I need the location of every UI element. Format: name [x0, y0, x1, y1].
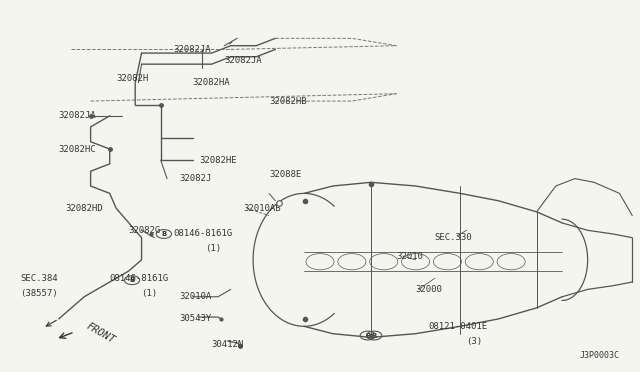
- Text: 32082HB: 32082HB: [269, 97, 307, 106]
- Text: (1): (1): [205, 244, 221, 253]
- Text: 32082H: 32082H: [116, 74, 148, 83]
- Text: 32010AB: 32010AB: [244, 203, 281, 213]
- Text: FRONT: FRONT: [84, 321, 116, 346]
- Text: 08121-0401E: 08121-0401E: [428, 322, 488, 331]
- Text: (38557): (38557): [20, 289, 58, 298]
- Text: (3): (3): [467, 337, 483, 346]
- Text: 32082J: 32082J: [180, 174, 212, 183]
- Text: 30412N: 30412N: [212, 340, 244, 349]
- Text: 32082HA: 32082HA: [193, 78, 230, 87]
- Text: SEC.384: SEC.384: [20, 274, 58, 283]
- Text: 08146-8161G: 08146-8161G: [173, 230, 232, 238]
- Text: J3P0003C: J3P0003C: [579, 350, 620, 359]
- Text: SEC.330: SEC.330: [435, 233, 472, 242]
- Text: 32010A: 32010A: [180, 292, 212, 301]
- Text: 08146-8161G: 08146-8161G: [109, 274, 169, 283]
- Text: 32082JA: 32082JA: [173, 45, 211, 54]
- Text: B: B: [129, 277, 134, 283]
- Text: 32010: 32010: [396, 251, 423, 261]
- Text: 32082G: 32082G: [129, 226, 161, 235]
- Text: 32082HD: 32082HD: [65, 203, 103, 213]
- Text: B: B: [365, 333, 371, 339]
- Text: B: B: [161, 231, 166, 237]
- Text: 32082JA: 32082JA: [59, 111, 97, 121]
- Text: (1): (1): [141, 289, 157, 298]
- Text: 32082HE: 32082HE: [199, 155, 237, 165]
- Text: 32088E: 32088E: [269, 170, 301, 179]
- Text: 32082JA: 32082JA: [225, 56, 262, 65]
- Text: 32000: 32000: [415, 285, 442, 294]
- Text: B: B: [372, 333, 377, 339]
- Text: 32082HC: 32082HC: [59, 145, 97, 154]
- Text: 30543Y: 30543Y: [180, 314, 212, 323]
